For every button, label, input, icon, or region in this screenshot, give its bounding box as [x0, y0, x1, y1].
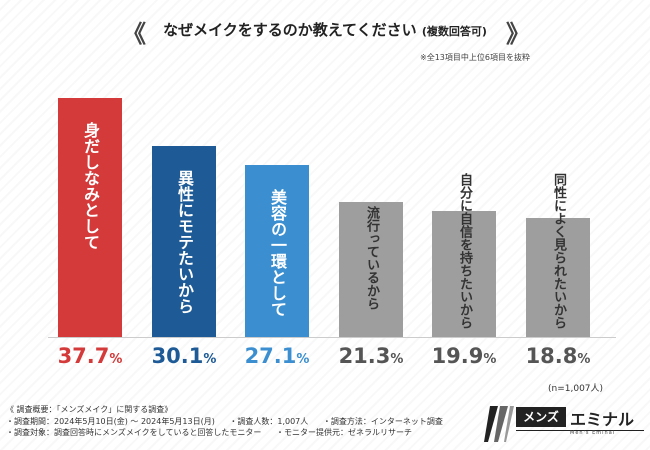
- value-label-4: 21.3%: [331, 344, 411, 368]
- value-number-4: 21.3: [338, 344, 391, 368]
- value-percent-6: %: [577, 352, 591, 367]
- footer-target: ・調査対象：調査回答時にメンズメイクをしていると回答したモニター: [6, 428, 262, 437]
- footer-provider: ・モニター提供元：ゼネラルリサーチ: [275, 428, 412, 437]
- title-bracket-right: 》: [506, 20, 530, 48]
- bar-4: [339, 202, 403, 337]
- value-label-2: 30.1%: [144, 344, 224, 368]
- sample-size-note: (n=1,007人): [548, 384, 604, 394]
- chart-baseline: [48, 337, 616, 338]
- value-label-5: 19.9%: [424, 344, 504, 368]
- value-number-6: 18.8: [525, 344, 578, 368]
- footer-period: ・調査期間：2024年5月10日(金) ～ 2024年5月13日(月): [6, 416, 215, 426]
- footer-line-2: ・調査期間：2024年5月10日(金) ～ 2024年5月13日(月) ・調査人…: [6, 416, 455, 428]
- selection-note: ※全13項目中上位6項目を抜粋: [420, 53, 530, 62]
- value-number-1: 37.7: [57, 344, 110, 368]
- title-bracket-left: 《: [122, 20, 146, 48]
- value-percent-1: %: [109, 352, 123, 367]
- footer-line-3: ・調査対象：調査回答時にメンズメイクをしていると回答したモニター ・モニター提供…: [6, 427, 455, 439]
- value-label-6: 18.8%: [518, 344, 598, 368]
- value-percent-3: %: [296, 352, 310, 367]
- bar-6: [526, 218, 590, 337]
- value-percent-2: %: [203, 352, 217, 367]
- bar-label-6: 同性によく見られたいから: [551, 173, 566, 329]
- bar-5: [432, 211, 496, 337]
- bar-label-4: 流行っているから: [364, 206, 379, 310]
- value-number-5: 19.9: [431, 344, 484, 368]
- footer-line-1: 《 調査概要：「メンズメイク」に関する調査》: [6, 404, 455, 416]
- footer-survey-title: 《 調査概要：「メンズメイク」に関する調査》: [6, 405, 173, 414]
- value-number-3: 27.1: [244, 344, 297, 368]
- logo-mark-icon: [484, 406, 514, 442]
- bar-2: [152, 146, 216, 337]
- chart-title-paren: (複数回答可): [421, 25, 487, 38]
- survey-footer: 《 調査概要：「メンズメイク」に関する調査》 ・調査期間：2024年5月10日(…: [6, 404, 455, 439]
- bar-1: [58, 98, 122, 337]
- value-percent-5: %: [483, 352, 497, 367]
- bar-label-5: 自分に自信を持ちたいから: [457, 173, 472, 329]
- chart-title: なぜメイクをするのか教えてください (複数回答可): [145, 19, 505, 40]
- footer-method: ・調査方法：インターネット調査: [322, 416, 443, 426]
- footer-count: ・調査人数：1,007人: [229, 416, 309, 426]
- logo-underline: [516, 430, 644, 431]
- bar-label-2: 異性にモテたいから: [175, 170, 194, 314]
- chart-title-text: なぜメイクをするのか教えてください: [163, 21, 417, 39]
- bar-label-3: 美容の一環として: [268, 189, 287, 317]
- bar-3: [245, 165, 309, 337]
- bar-label-1: 身だしなみとして: [81, 122, 100, 250]
- brand-logo: メンズ エミナル Men's Eminal: [484, 404, 644, 444]
- value-label-3: 27.1%: [237, 344, 317, 368]
- value-percent-4: %: [390, 352, 404, 367]
- logo-subtext: Men's Eminal: [570, 430, 616, 436]
- logo-box-text: メンズ: [516, 407, 566, 427]
- value-number-2: 30.1: [151, 344, 204, 368]
- value-label-1: 37.7%: [50, 344, 130, 368]
- logo-text: エミナル: [570, 410, 635, 429]
